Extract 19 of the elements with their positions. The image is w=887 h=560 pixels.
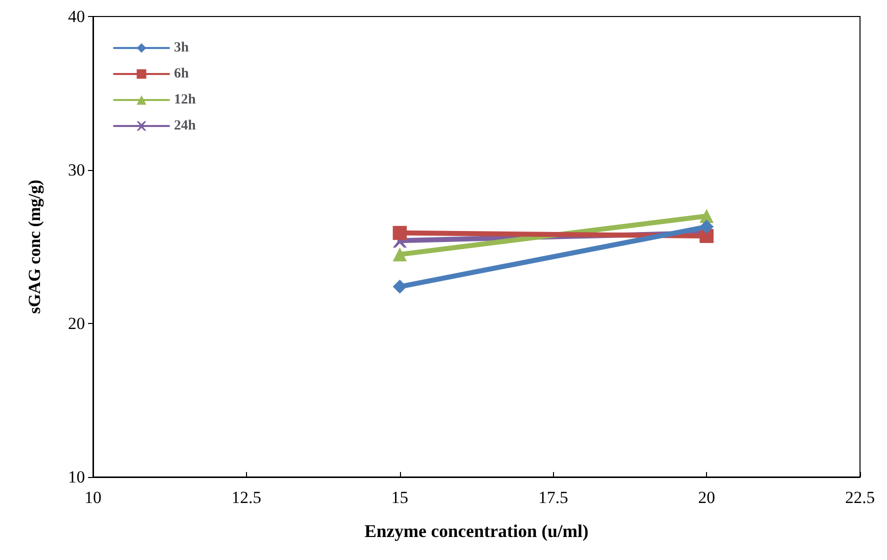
point (700, 220, 714, 234)
legend-label: 6h (174, 66, 189, 82)
y-tick-label: 40 (68, 7, 85, 26)
x-tick-label: 12.5 (232, 488, 262, 507)
point (392, 280, 407, 294)
x-axis-title: Enzyme concentration (u/ml) (364, 521, 588, 541)
y-tick-label: 30 (68, 160, 85, 180)
x-tick-label: 17.5 (538, 488, 568, 507)
y-axis-title: sGAG conc (mg/g) (25, 180, 44, 314)
x-tick-label: 15 (391, 488, 408, 507)
legend-label: 24h (174, 118, 196, 134)
y-tick-label: 20 (68, 314, 85, 333)
x-tick-label: 20 (698, 488, 716, 507)
x-tick-label: 22.5 (845, 488, 875, 507)
legend-label: 12h (174, 92, 196, 108)
y-tick-label: 10 (68, 468, 85, 486)
legend-label: 3h (174, 40, 189, 56)
point (392, 226, 407, 240)
x-tick-label: 10 (84, 488, 102, 507)
